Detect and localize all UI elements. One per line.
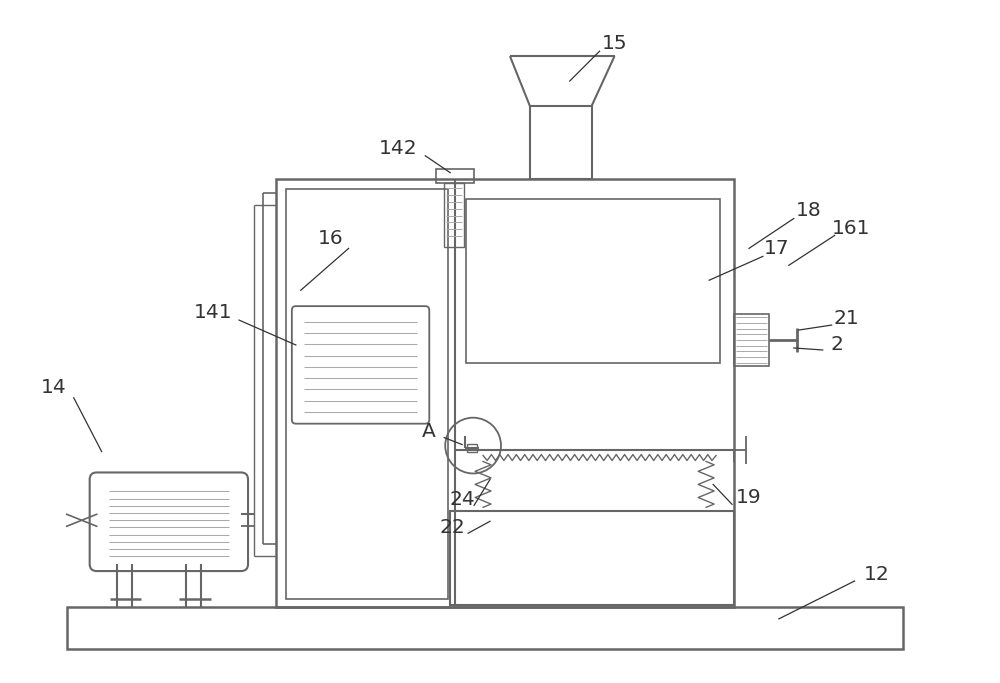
Bar [450,512,734,605]
Text: 12: 12 [864,565,889,583]
Bar [67,607,903,649]
Text: 21: 21 [834,309,859,328]
FancyBboxPatch shape [90,473,248,571]
Bar [466,199,720,363]
FancyBboxPatch shape [292,306,429,423]
Bar [444,182,464,247]
Text: 15: 15 [602,33,627,53]
Text: 14: 14 [41,378,67,398]
Text: 161: 161 [831,219,870,238]
Text: 142: 142 [379,139,418,158]
Text: 22: 22 [439,518,465,537]
Text: 18: 18 [796,201,822,220]
Bar [530,106,592,179]
Text: 2: 2 [830,335,843,354]
Bar [734,314,769,366]
Text: A: A [421,422,435,441]
Text: 141: 141 [194,303,232,322]
Text: 17: 17 [764,239,790,258]
Text: 16: 16 [318,229,344,248]
Bar [276,179,734,607]
Bar [286,189,448,599]
Text: 19: 19 [736,488,762,507]
Text: 24: 24 [449,490,475,509]
Bar [467,443,477,451]
Bar [436,169,474,182]
